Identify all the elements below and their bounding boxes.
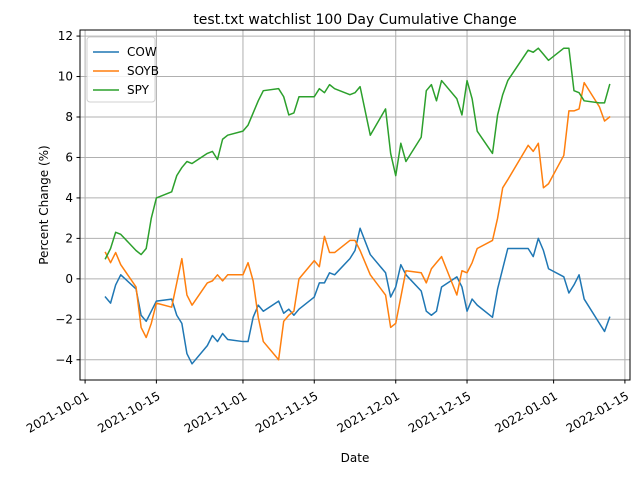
y-tick-label: 0 [65, 272, 73, 286]
y-tick-label: 10 [58, 70, 73, 84]
series-line-spy [104, 47, 611, 260]
legend-label-cow: COW [127, 45, 157, 59]
series-line-soyb [104, 81, 611, 361]
y-tick-label: 8 [65, 110, 73, 124]
legend-label-spy: SPY [127, 83, 150, 97]
y-axis-ticks: −4 −2 0 2 4 6 8 10 12 [55, 29, 80, 367]
legend-label-soyb: SOYB [127, 64, 159, 78]
y-tick-label: 6 [65, 150, 73, 164]
x-axis-title: Date [341, 451, 370, 465]
series-line-cow [104, 227, 611, 365]
y-tick-label: 4 [65, 191, 73, 205]
plot-frame [79, 29, 631, 381]
y-tick-label: −2 [55, 312, 73, 326]
series-lines [104, 47, 611, 365]
y-axis-title: Percent Change (%) [37, 145, 51, 265]
y-tick-label: −4 [55, 353, 73, 367]
y-tick-label: 2 [65, 231, 73, 245]
legend: COW SOYB SPY [86, 36, 159, 103]
y-tick-label: 12 [58, 29, 73, 43]
grid [80, 30, 630, 380]
legend-box [86, 36, 156, 103]
chart-title: test.txt watchlist 100 Day Cumulative Ch… [193, 12, 516, 28]
